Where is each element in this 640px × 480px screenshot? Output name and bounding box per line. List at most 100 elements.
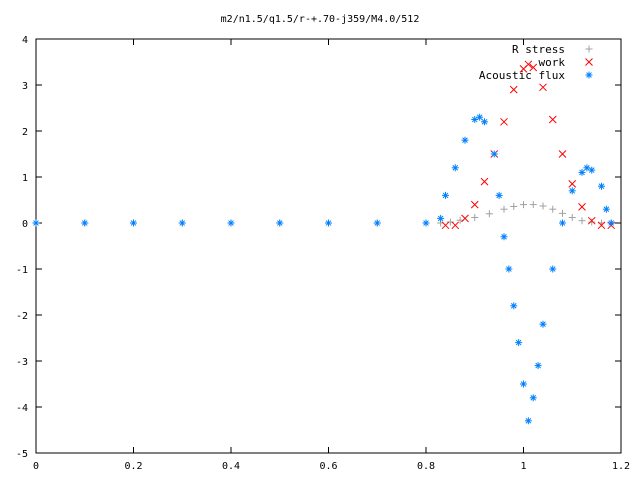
star-marker-d2 [496, 192, 502, 199]
star-marker-d2 [525, 417, 532, 424]
star-marker-d2 [476, 114, 483, 121]
data-point [578, 217, 586, 225]
data-point [442, 191, 449, 199]
data-point [548, 115, 557, 124]
data-point [524, 417, 532, 425]
data-point [461, 214, 469, 223]
plot-border [35, 38, 622, 454]
y-tick-label: -5 [16, 449, 28, 460]
data-point [529, 201, 537, 209]
x-marker-b [470, 200, 479, 209]
star-marker-d2 [510, 302, 517, 309]
legend-label: R stress [512, 43, 565, 56]
star-marker-d2 [130, 220, 137, 226]
data-point [568, 180, 577, 188]
x-marker-b [568, 180, 577, 188]
star-marker-d2 [520, 381, 527, 387]
y-tick-label: 0 [22, 219, 28, 230]
data-point [325, 219, 332, 227]
x-marker-b [585, 58, 593, 66]
y-tick-label: 3 [22, 81, 28, 92]
data-point [607, 219, 615, 227]
data-point [568, 187, 576, 195]
data-point [461, 136, 469, 144]
data-point [505, 265, 513, 273]
data-point [520, 201, 527, 209]
data-point [559, 219, 566, 227]
series-layer [32, 60, 616, 425]
star-marker-d2 [437, 215, 444, 222]
y-tick-label: 2 [22, 127, 28, 138]
star-marker-d2 [325, 220, 332, 226]
data-point [509, 85, 518, 94]
legend-marker [585, 45, 593, 53]
data-point [598, 182, 605, 190]
data-point [500, 205, 508, 213]
y-tick-label: -1 [16, 265, 28, 276]
x-tick-label: 1.2 [612, 461, 630, 472]
star-marker-d2 [374, 220, 381, 226]
data-point [422, 219, 430, 227]
star-marker-d2 [535, 362, 541, 369]
x-tick-label: 0 [33, 461, 39, 472]
x-tick-label: 0.6 [319, 461, 337, 472]
y-tick-label: 4 [22, 35, 28, 46]
star-marker-d2 [491, 151, 498, 157]
star-marker-d2 [442, 192, 449, 199]
data-point [32, 219, 40, 227]
data-point [470, 200, 479, 209]
data-point [81, 219, 89, 227]
y-tick-label: 1 [22, 173, 28, 184]
data-point [437, 214, 445, 222]
data-point [529, 394, 537, 402]
data-point [451, 164, 459, 172]
legend-label: work [539, 56, 566, 69]
data-point [549, 205, 557, 213]
chart-title: m2/n1.5/q1.5/r-+.70-j359/M4.0/512 [221, 14, 420, 25]
x-marker-b [509, 85, 518, 94]
star-marker-d2 [506, 266, 512, 272]
data-point [549, 265, 557, 273]
star-marker-d2 [569, 187, 576, 194]
data-point [441, 221, 450, 230]
star-marker-d2 [228, 220, 234, 226]
data-point [539, 83, 547, 92]
star-marker-d2 [559, 220, 566, 226]
x-marker-b [587, 216, 596, 225]
data-point [500, 117, 508, 126]
star-marker-d2 [33, 220, 39, 226]
data-point [130, 219, 137, 227]
star-marker-d2 [501, 233, 507, 240]
star-marker-d2 [81, 220, 88, 226]
star-marker-d2 [471, 116, 478, 123]
x-marker-b [548, 115, 557, 124]
star-marker-d2 [423, 220, 429, 226]
x-marker-b [461, 214, 469, 223]
data-point [510, 202, 518, 210]
data-point [534, 362, 542, 370]
data-point [276, 219, 284, 227]
x-marker-b [529, 63, 538, 72]
star-marker-d2 [179, 220, 186, 226]
legend-marker [585, 58, 593, 66]
star-marker-d2 [608, 220, 615, 226]
y-tick-label: -4 [16, 403, 28, 414]
x-marker-b [578, 203, 586, 211]
star-marker-d2 [452, 164, 459, 171]
data-point [471, 116, 479, 123]
data-point [588, 166, 596, 174]
data-point [495, 191, 503, 199]
data-point [529, 63, 538, 72]
data-point [373, 219, 381, 227]
series-3 [32, 113, 615, 425]
axes: 0 0.2 0.4 0.6 0.8 1 1.2 4 3 2 1 0 -1 -2 -3 -4 -5 [16, 35, 630, 472]
series-1 [32, 201, 615, 227]
star-marker-d2 [530, 394, 537, 401]
data-point [558, 150, 567, 158]
x-tick-label: 0.8 [417, 461, 435, 472]
star-marker-d2 [276, 220, 283, 226]
legend-marker [585, 71, 593, 79]
data-point [485, 210, 493, 218]
